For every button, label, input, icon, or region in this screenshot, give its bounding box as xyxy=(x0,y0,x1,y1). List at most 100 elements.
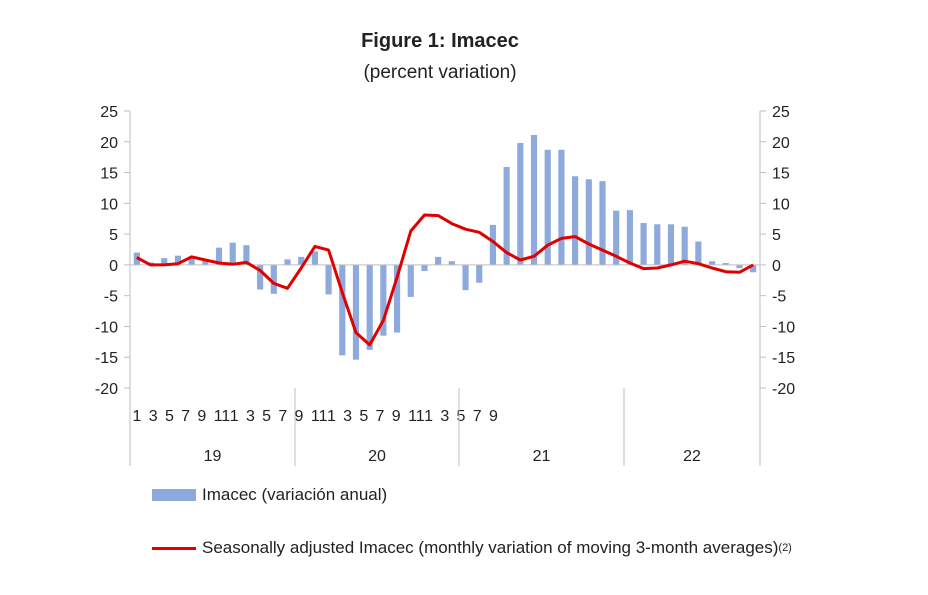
month-label: 7 xyxy=(376,408,385,425)
legend-item-line: Seasonally adjusted Imacec (monthly vari… xyxy=(152,538,792,558)
bar xyxy=(311,251,318,265)
month-label: 9 xyxy=(489,408,498,425)
y-tick-label-right: -5 xyxy=(772,289,786,306)
y-tick-label-left: 0 xyxy=(109,258,118,275)
bar xyxy=(736,264,743,268)
year-label: 19 xyxy=(204,448,222,465)
y-tick-label-left: -20 xyxy=(95,381,118,398)
legend-label-line: Seasonally adjusted Imacec (monthly vari… xyxy=(202,538,779,557)
bar xyxy=(215,247,223,265)
bar xyxy=(626,210,633,265)
bar xyxy=(421,264,428,272)
month-label: 5 xyxy=(165,408,174,425)
bar xyxy=(530,135,538,265)
month-label: 1 xyxy=(327,408,336,425)
bar xyxy=(544,149,551,265)
y-tick-label-left: 25 xyxy=(100,104,118,121)
month-label: 11 xyxy=(311,408,328,425)
bar xyxy=(380,264,387,336)
month-label: 3 xyxy=(440,408,449,425)
bar xyxy=(325,264,332,295)
bar xyxy=(585,179,592,265)
bar xyxy=(339,264,346,356)
year-label: 22 xyxy=(683,448,701,465)
bar xyxy=(257,264,264,290)
bar xyxy=(722,263,729,265)
y-tick-label-left: -15 xyxy=(95,350,118,367)
month-label: 7 xyxy=(473,408,482,425)
bar xyxy=(503,167,510,265)
month-label: 3 xyxy=(343,408,352,425)
y-tick-label-right: -10 xyxy=(772,319,795,336)
month-label: 9 xyxy=(392,408,401,425)
bar xyxy=(613,210,620,265)
bar xyxy=(489,224,497,265)
year-label: 20 xyxy=(368,448,386,465)
y-tick-label-right: 10 xyxy=(772,196,790,213)
bar xyxy=(161,258,168,265)
bar xyxy=(462,264,469,291)
legend-footnote-mark: (2) xyxy=(778,542,792,554)
y-tick-label-right: 0 xyxy=(772,258,781,275)
bar xyxy=(270,264,277,294)
y-tick-label-left: 10 xyxy=(100,196,118,213)
month-label: 3 xyxy=(246,408,255,425)
y-tick-label-left: 20 xyxy=(100,135,118,152)
bar xyxy=(640,223,647,265)
month-label: 5 xyxy=(262,408,271,425)
bar xyxy=(366,264,373,350)
month-label: 11 xyxy=(214,408,231,425)
legend-swatch-bar xyxy=(152,489,196,501)
y-tick-label-right: 5 xyxy=(772,227,781,244)
legend-label-bars: Imacec (variación anual) xyxy=(202,485,388,504)
month-label: 9 xyxy=(295,408,304,425)
y-tick-label-left: -10 xyxy=(95,319,118,336)
y-tick-label-left: -5 xyxy=(104,289,118,306)
bar xyxy=(407,264,414,297)
bar xyxy=(667,224,675,265)
bar xyxy=(448,261,455,265)
legend-item-bars: Imacec (variación anual) xyxy=(152,485,387,505)
line-series xyxy=(136,213,754,347)
bar xyxy=(229,242,236,265)
bar xyxy=(188,256,195,265)
y-tick-label-left: 15 xyxy=(100,166,118,183)
month-label: 5 xyxy=(359,408,368,425)
chart-subtitle: (percent variation) xyxy=(363,62,517,83)
bar xyxy=(558,149,565,265)
y-tick-label-left: 5 xyxy=(109,227,118,244)
bar xyxy=(174,255,182,265)
bar xyxy=(695,241,702,265)
y-tick-label-right: 20 xyxy=(772,135,790,152)
bar xyxy=(681,226,688,265)
month-label: 9 xyxy=(197,408,206,425)
bar xyxy=(517,143,524,265)
bar xyxy=(352,264,360,360)
month-label: 5 xyxy=(457,408,466,425)
y-tick-label-right: -15 xyxy=(772,350,795,367)
bar xyxy=(572,176,579,265)
month-label: 1 xyxy=(133,408,142,425)
month-label: 7 xyxy=(181,408,190,425)
y-tick-label-right: 15 xyxy=(772,166,790,183)
y-tick-label-right: 25 xyxy=(772,104,790,121)
bar xyxy=(435,256,442,265)
month-label: 11 xyxy=(408,408,425,425)
y-tick-label-right: -20 xyxy=(772,381,795,398)
month-label: 7 xyxy=(278,408,287,425)
bar xyxy=(750,264,757,273)
bar xyxy=(476,264,483,283)
bar xyxy=(243,245,250,265)
bar xyxy=(599,181,606,265)
month-label: 1 xyxy=(230,408,239,425)
month-label: 1 xyxy=(424,408,433,425)
bar xyxy=(393,264,401,333)
month-label: 3 xyxy=(149,408,158,425)
year-label: 21 xyxy=(533,448,551,465)
bar xyxy=(654,224,661,265)
legend-swatch-line xyxy=(152,546,196,550)
chart-title: Figure 1: Imacec xyxy=(361,30,519,52)
bar xyxy=(202,259,209,265)
bar xyxy=(298,256,305,265)
